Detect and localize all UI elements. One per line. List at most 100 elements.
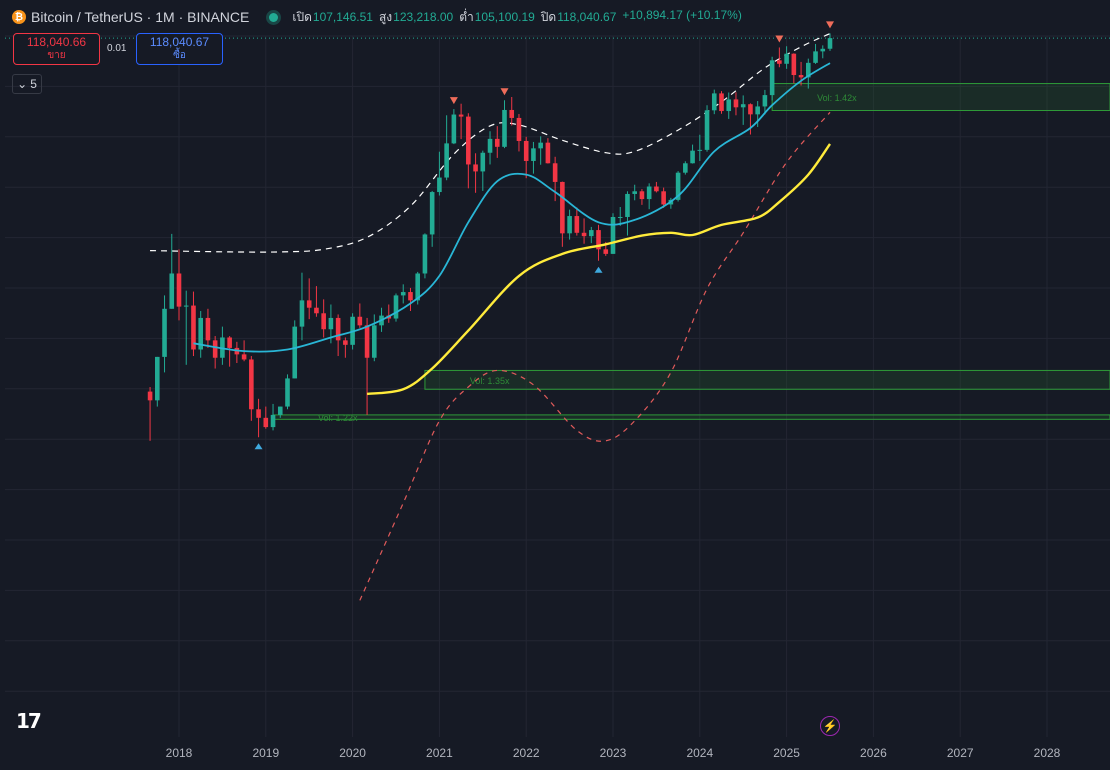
buy-signal-marker	[594, 266, 603, 273]
sell-button[interactable]: 118,040.66 ขาย	[13, 33, 100, 65]
candle-body	[422, 234, 428, 274]
symbol-title[interactable]: Bitcoin / TetherUS · 1M · BINANCE	[31, 9, 250, 25]
candle-body	[711, 93, 717, 111]
candle-body	[740, 104, 746, 108]
candle-body	[516, 117, 522, 141]
candle-body	[523, 140, 529, 161]
indicators-count: 5	[30, 77, 37, 91]
sell-signal-marker	[500, 88, 509, 96]
candle-body	[458, 114, 464, 117]
sell-signal-marker	[449, 97, 458, 105]
candle-body	[487, 138, 493, 153]
candle-body	[494, 138, 500, 147]
candle-body	[408, 292, 413, 301]
lightning-icon[interactable]: ⚡	[820, 716, 840, 736]
candle-body	[256, 409, 261, 418]
candle-body	[444, 143, 449, 178]
candle-body	[769, 60, 775, 96]
x-axis-tick-label: 2024	[686, 746, 713, 760]
candle-body	[719, 93, 724, 112]
candle-body	[690, 150, 695, 164]
x-axis-tick-label: 2026	[860, 746, 887, 760]
candle-body	[292, 326, 298, 379]
candle-body	[277, 406, 283, 415]
candle-body	[198, 317, 203, 350]
candle-body	[813, 51, 818, 63]
bitcoin-icon: ₿	[12, 10, 26, 24]
candle-body	[632, 191, 637, 194]
candle-body	[466, 116, 471, 165]
candle-body	[415, 273, 420, 301]
candle-body	[364, 325, 370, 358]
candle-body	[654, 186, 659, 192]
sell-signal-marker	[826, 21, 834, 29]
symbol-header[interactable]: ₿ Bitcoin / TetherUS · 1M · BINANCE เปิด…	[12, 7, 742, 27]
open-value: 107,146.51	[312, 9, 373, 24]
volume-zone	[771, 83, 1110, 112]
candle-body	[806, 62, 811, 78]
candle-body	[697, 149, 703, 151]
candle-body	[661, 191, 666, 205]
candle-body	[343, 340, 348, 345]
candle-body	[748, 104, 753, 115]
indicators-toggle-button[interactable]: ⌄ 5	[12, 74, 42, 94]
candle-body	[596, 230, 601, 250]
buy-label: ซื้อ	[173, 50, 186, 61]
ma-blue-line	[193, 62, 831, 353]
buy-button[interactable]: 118,040.67 ซื้อ	[136, 33, 223, 65]
x-axis-tick-label: 2025	[773, 746, 800, 760]
candle-body	[400, 292, 406, 296]
ma-yellow-line	[366, 143, 831, 396]
candle-body	[589, 230, 594, 237]
candle-body	[581, 232, 587, 237]
candle-body	[212, 340, 218, 358]
volume-zone-label: Vol: 1.35x	[470, 376, 510, 386]
candle-body	[480, 152, 486, 172]
candle-body	[299, 300, 305, 327]
ohlc-readout: เปิด107,146.51 สูง123,218.00 ต่ำ105,100.…	[292, 8, 741, 27]
candle-body	[285, 378, 290, 407]
candle-body	[162, 308, 167, 357]
candle-body	[227, 337, 232, 348]
buy-signal-marker	[254, 443, 263, 450]
candle-body	[798, 75, 804, 78]
candle-body	[241, 354, 247, 360]
volume-zone	[272, 414, 1110, 420]
x-axis-tick-label: 2019	[252, 746, 279, 760]
candle-body	[270, 414, 276, 428]
candle-body	[437, 177, 442, 193]
candle-body	[704, 110, 710, 150]
chevron-down-icon: ⌄	[17, 77, 28, 91]
high-value: 123,218.00	[393, 9, 454, 24]
candle-body	[183, 305, 189, 307]
buy-price: 118,040.67	[149, 35, 210, 49]
candle-body	[314, 307, 319, 314]
upper-band-line	[150, 33, 831, 253]
candle-body	[683, 163, 688, 173]
candle-body	[820, 48, 826, 52]
tradingview-logo-icon[interactable]: 17	[16, 709, 42, 733]
spread-value: 0.01	[107, 43, 127, 54]
volume-zone-label: Vol: 1.42x	[817, 93, 857, 103]
candle-body	[509, 109, 515, 118]
candle-body	[603, 249, 609, 254]
volume-zone	[424, 369, 1110, 390]
candle-body	[784, 53, 789, 64]
candle-body	[777, 60, 782, 64]
candle-body	[567, 216, 572, 234]
candle-body	[357, 316, 363, 326]
x-axis-tick-label: 2018	[166, 746, 193, 760]
market-status-icon[interactable]	[269, 12, 279, 22]
candle-body	[552, 163, 558, 182]
candle-body	[639, 191, 645, 200]
x-axis-tick-label: 2023	[600, 746, 627, 760]
x-axis-tick-label: 2027	[947, 746, 974, 760]
candle-body	[762, 95, 768, 107]
candle-body	[574, 216, 580, 233]
sell-price: 118,040.66	[26, 35, 87, 49]
candle-body	[335, 317, 341, 341]
close-value: 118,040.67	[557, 9, 617, 24]
close-label: ปิด	[540, 9, 557, 24]
